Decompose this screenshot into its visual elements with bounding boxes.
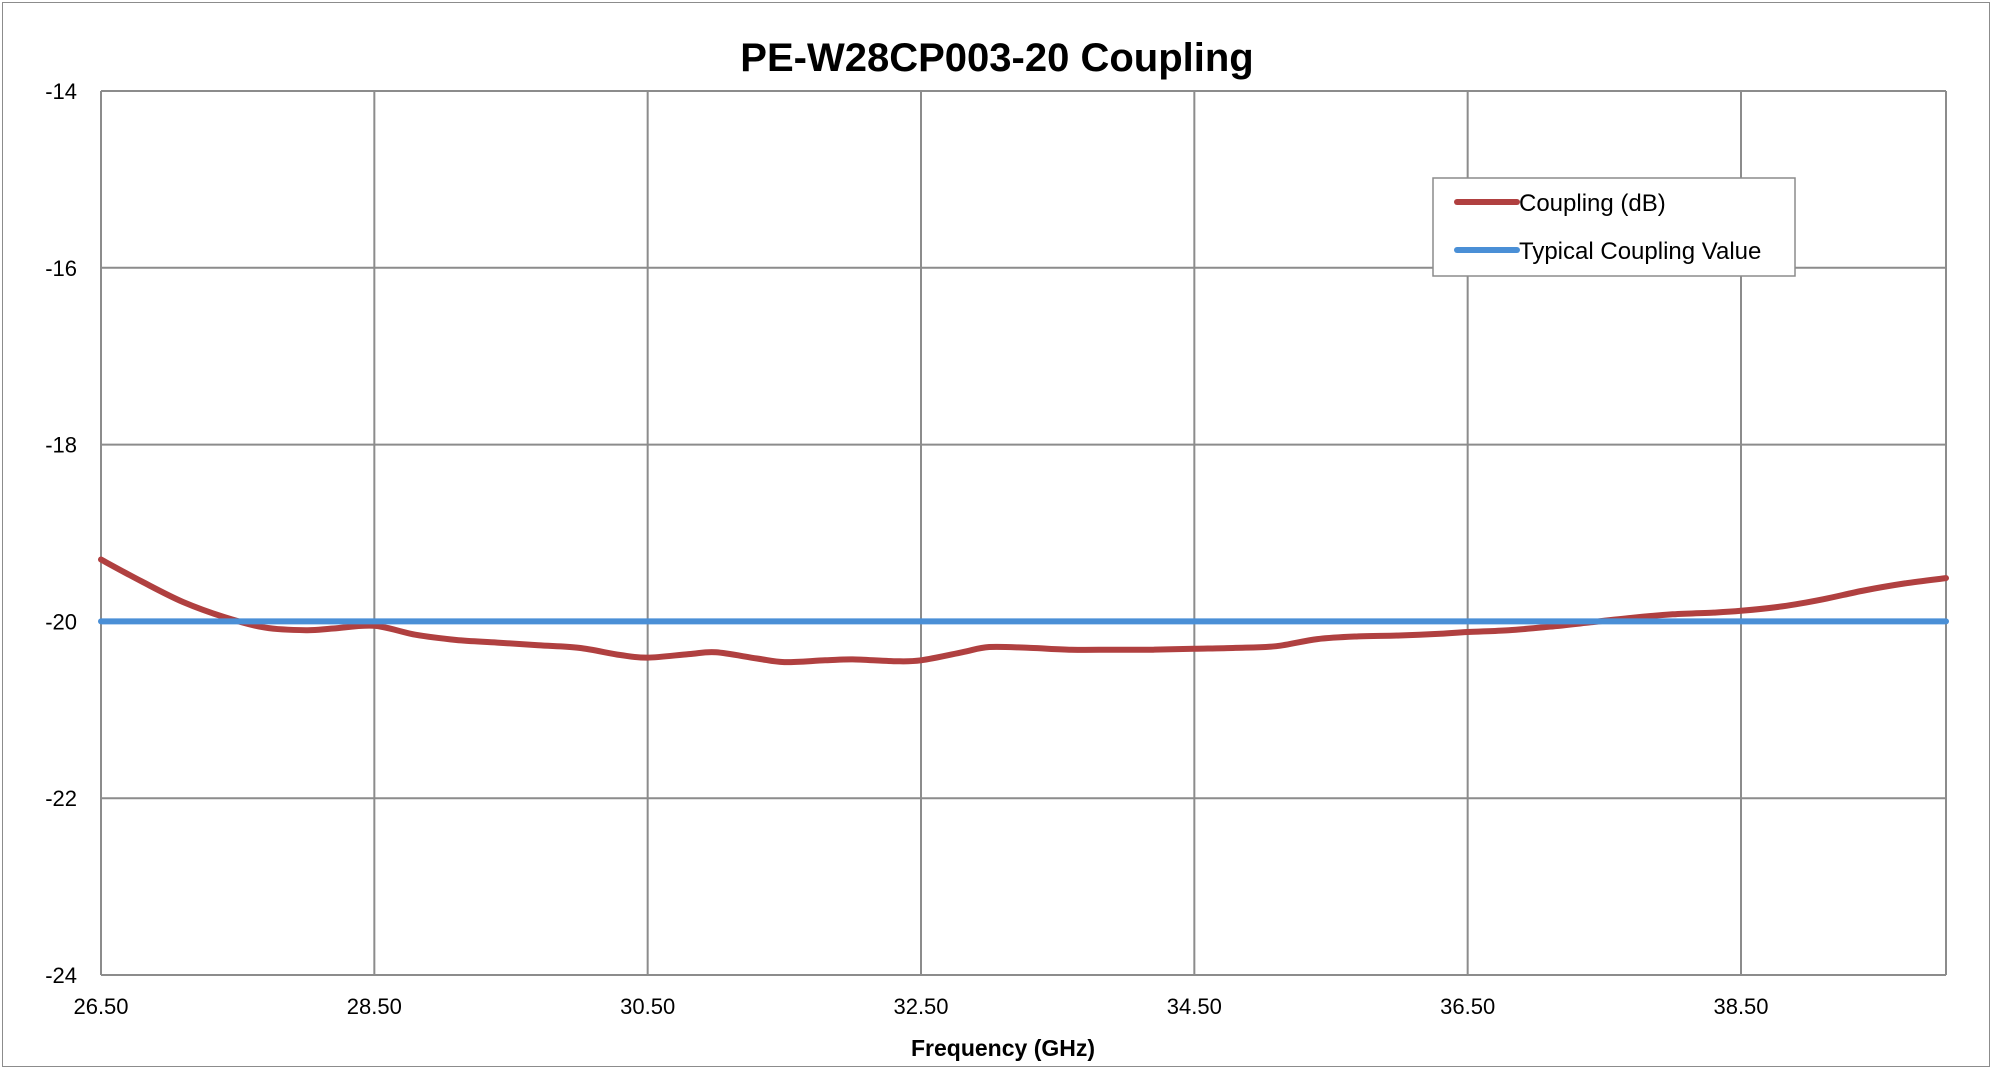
x-tick-label: 32.50 bbox=[893, 994, 948, 1019]
x-tick-label: 34.50 bbox=[1167, 994, 1222, 1019]
y-tick-label: -24 bbox=[45, 963, 77, 988]
y-tick-label: -20 bbox=[45, 609, 77, 634]
x-tick-label: 30.50 bbox=[620, 994, 675, 1019]
x-axis-title: Frequency (GHz) bbox=[911, 1035, 1095, 1061]
y-tick-label: -14 bbox=[45, 79, 77, 104]
series-line-coupling bbox=[98, 556, 1949, 666]
y-tick-label: -16 bbox=[45, 256, 77, 281]
tick-layer: -14 -16 -18 -20 -22 -24 26.50 28.50 30.50 32.50 34… bbox=[45, 79, 1768, 1019]
x-tick-label: 28.50 bbox=[347, 994, 402, 1019]
legend: Coupling (dB) Typical Coupling Value bbox=[1432, 177, 1796, 277]
legend-label-typical: Typical Coupling Value bbox=[1519, 238, 1761, 265]
chart-title: PE-W28CP003-20 Coupling bbox=[740, 36, 1253, 80]
y-tick-label: -22 bbox=[45, 786, 77, 811]
x-tick-label: 38.50 bbox=[1713, 994, 1768, 1019]
series-layer bbox=[98, 556, 1949, 666]
y-tick-label: -18 bbox=[45, 433, 77, 458]
legend-label-coupling: Coupling (dB) bbox=[1519, 190, 1666, 217]
legend-box bbox=[1432, 177, 1796, 277]
chart-svg: PE-W28CP003-20 Coupling -14-16-18-20-22-… bbox=[45, 36, 1949, 1061]
x-tick-label: 26.50 bbox=[73, 994, 128, 1019]
x-tick-label: 36.50 bbox=[1440, 994, 1495, 1019]
